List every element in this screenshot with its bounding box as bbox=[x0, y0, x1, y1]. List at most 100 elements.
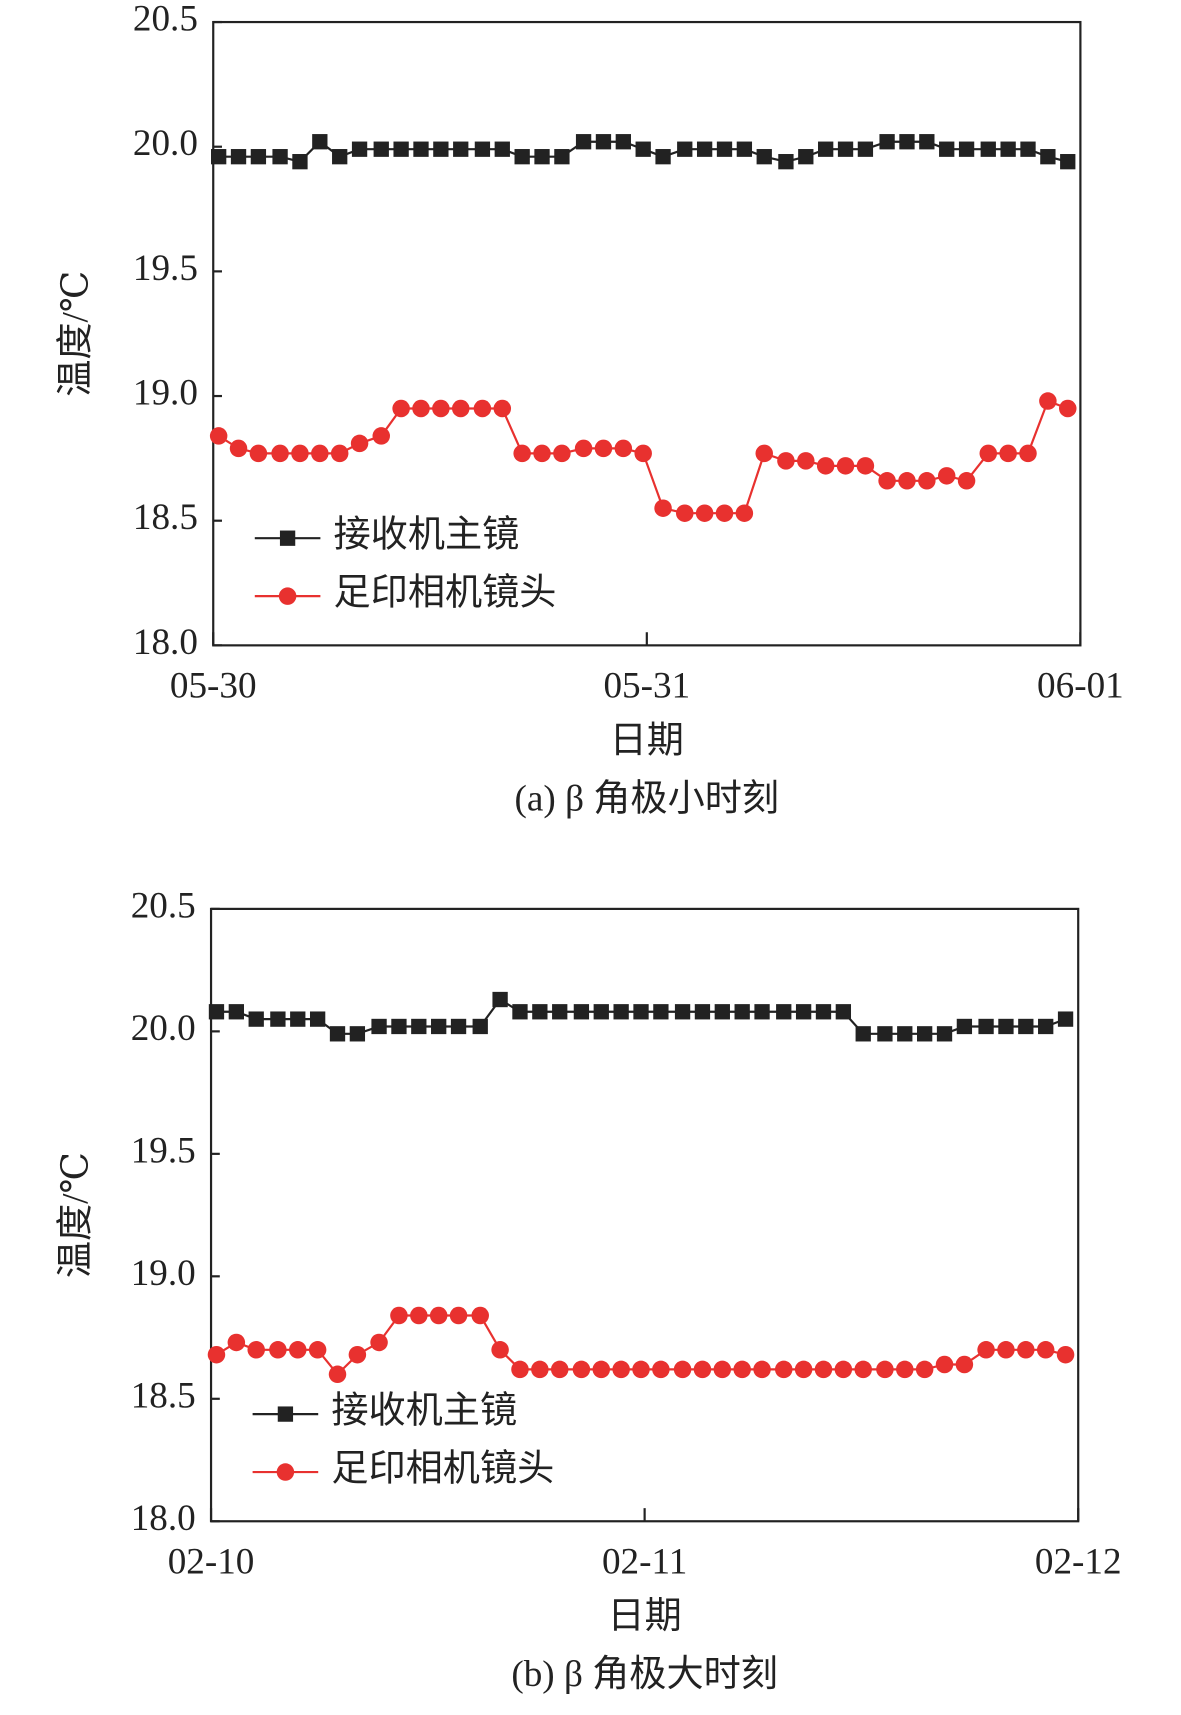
marker bbox=[572, 1360, 591, 1379]
marker bbox=[512, 1004, 528, 1020]
marker bbox=[898, 472, 916, 490]
marker bbox=[997, 1341, 1015, 1359]
marker bbox=[714, 1004, 730, 1020]
marker bbox=[633, 1004, 649, 1020]
legend-label: 足印相机镜头 bbox=[334, 572, 557, 614]
marker bbox=[493, 399, 512, 418]
y-tick-label: 19.5 bbox=[133, 248, 198, 289]
y-tick-label: 20.5 bbox=[133, 0, 198, 40]
marker bbox=[733, 1360, 751, 1379]
marker bbox=[594, 439, 613, 458]
marker bbox=[753, 1360, 771, 1379]
marker bbox=[836, 457, 855, 475]
marker bbox=[593, 1004, 609, 1020]
marker bbox=[595, 134, 612, 150]
marker bbox=[958, 141, 975, 157]
marker bbox=[693, 1360, 712, 1379]
marker bbox=[834, 1360, 853, 1379]
marker bbox=[412, 399, 430, 418]
marker bbox=[956, 1018, 973, 1035]
marker bbox=[655, 149, 671, 165]
marker bbox=[734, 1004, 750, 1020]
marker bbox=[453, 141, 469, 157]
marker bbox=[532, 1004, 548, 1020]
marker bbox=[271, 444, 289, 463]
marker bbox=[411, 1018, 427, 1035]
marker bbox=[957, 472, 976, 490]
y-axis-label: 温度/℃ bbox=[54, 1152, 96, 1278]
marker bbox=[230, 149, 247, 165]
marker bbox=[410, 1306, 428, 1325]
marker bbox=[694, 1004, 711, 1020]
marker bbox=[550, 1360, 569, 1379]
marker bbox=[292, 154, 308, 170]
legend-symbol bbox=[279, 530, 296, 546]
marker bbox=[1056, 1345, 1075, 1364]
marker bbox=[797, 452, 815, 470]
marker bbox=[393, 141, 409, 157]
marker bbox=[573, 1004, 590, 1020]
marker bbox=[877, 1026, 893, 1042]
marker bbox=[635, 141, 651, 157]
marker bbox=[999, 444, 1017, 463]
marker bbox=[918, 472, 936, 490]
legend-label: 足印相机镜头 bbox=[331, 1448, 554, 1490]
marker bbox=[980, 141, 996, 157]
marker bbox=[209, 427, 228, 445]
marker bbox=[716, 141, 733, 157]
y-tick-label: 20.5 bbox=[131, 885, 196, 926]
marker bbox=[715, 504, 734, 522]
marker bbox=[272, 149, 288, 165]
marker bbox=[250, 149, 267, 165]
marker bbox=[429, 1306, 448, 1325]
marker bbox=[451, 399, 470, 418]
marker bbox=[433, 141, 449, 157]
marker bbox=[955, 1355, 974, 1374]
marker bbox=[1017, 1341, 1035, 1359]
marker bbox=[227, 1333, 246, 1352]
marker bbox=[736, 141, 753, 157]
marker bbox=[534, 149, 550, 165]
marker bbox=[473, 399, 492, 418]
marker bbox=[391, 1018, 407, 1035]
marker bbox=[978, 1018, 994, 1035]
marker bbox=[857, 141, 874, 157]
marker bbox=[854, 1360, 872, 1379]
marker bbox=[652, 1360, 670, 1379]
marker bbox=[1057, 1011, 1074, 1027]
legend-label: 接收机主镜 bbox=[334, 514, 520, 556]
marker bbox=[289, 1341, 307, 1359]
legend-marker bbox=[276, 1463, 295, 1481]
y-tick-label: 18.0 bbox=[131, 1498, 196, 1539]
marker bbox=[211, 149, 227, 165]
caption: (a) β 角极小时刻 bbox=[515, 777, 780, 819]
chart: 18.0 18.5 19.0 19.5 20.0 20.5 05-30 05-31 06-01 日… bbox=[54, 0, 1123, 819]
marker bbox=[1020, 141, 1036, 157]
x-axis-label: 日期 bbox=[607, 1596, 681, 1637]
marker bbox=[916, 1026, 933, 1042]
marker bbox=[312, 134, 328, 150]
marker bbox=[612, 1360, 630, 1379]
marker bbox=[939, 141, 955, 157]
y-tick-label: 20.0 bbox=[133, 123, 198, 164]
marker bbox=[856, 457, 875, 475]
marker bbox=[897, 1026, 913, 1042]
marker bbox=[207, 1345, 226, 1364]
y-axis-label: 温度/℃ bbox=[54, 271, 96, 397]
legend-symbol bbox=[276, 1463, 295, 1481]
legend-symbol bbox=[278, 587, 297, 605]
marker bbox=[328, 1365, 347, 1384]
marker bbox=[977, 1341, 995, 1359]
marker bbox=[554, 149, 570, 165]
marker bbox=[494, 141, 510, 157]
marker bbox=[634, 444, 652, 463]
marker bbox=[777, 452, 795, 470]
marker bbox=[919, 134, 935, 150]
marker bbox=[756, 149, 772, 165]
marker bbox=[291, 444, 309, 463]
marker bbox=[450, 1018, 467, 1035]
marker bbox=[673, 1360, 692, 1379]
marker bbox=[835, 1004, 852, 1020]
